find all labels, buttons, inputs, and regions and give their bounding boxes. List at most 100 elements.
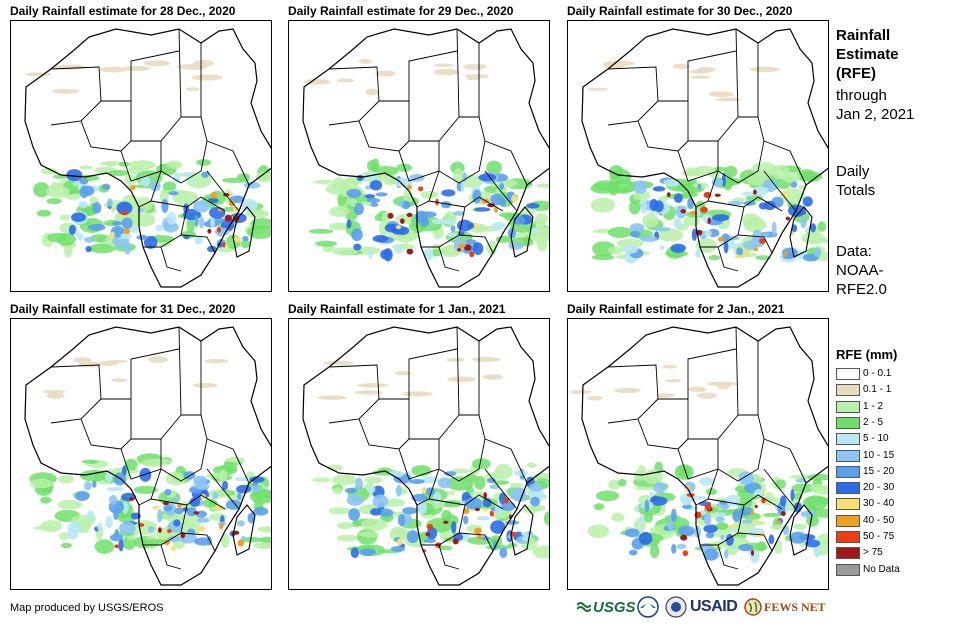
rain-cell <box>739 507 753 516</box>
legend-swatch <box>836 514 860 527</box>
country-border <box>438 414 486 482</box>
rain-cell <box>336 534 358 542</box>
rain-cell <box>111 378 128 383</box>
rain-cell <box>800 217 807 229</box>
rain-cell <box>107 359 128 364</box>
data-source-line: Data: <box>836 243 872 260</box>
rain-cell <box>422 487 427 494</box>
map-frame <box>288 318 550 590</box>
rain-cell <box>83 236 95 243</box>
rain-cell <box>148 458 173 464</box>
rain-cell <box>503 497 510 504</box>
rain-cell <box>46 392 65 399</box>
rain-cell <box>711 177 724 187</box>
rain-cell <box>771 221 777 236</box>
rain-cell <box>805 496 828 505</box>
rain-cell <box>640 200 647 214</box>
rain-cell <box>189 178 195 184</box>
legend-swatch <box>836 400 860 413</box>
rain-cell <box>222 461 237 473</box>
rain-cell <box>116 201 133 215</box>
rain-cell <box>224 214 232 222</box>
rain-cell <box>634 505 640 513</box>
side-title-line: (RFE) <box>836 65 876 82</box>
rain-cell <box>372 234 389 243</box>
rain-cell <box>124 242 132 255</box>
rain-cell <box>653 227 671 232</box>
rain-cell <box>730 528 738 533</box>
rain-cell <box>425 487 436 496</box>
legend-label: 40 - 50 <box>863 514 895 526</box>
rain-cell <box>713 543 717 548</box>
rain-cell <box>216 226 221 233</box>
rain-cell <box>177 63 208 70</box>
legend-label: 15 - 20 <box>863 465 895 477</box>
country-border <box>737 532 773 552</box>
madagascar-outline <box>789 504 813 556</box>
country-border <box>687 101 739 142</box>
map-panel-5: Daily Rainfall estimate for 1 Jan., 2021 <box>288 302 550 590</box>
rain-cell <box>219 523 224 530</box>
noaa-logo <box>637 596 659 618</box>
rain-cell <box>723 241 729 254</box>
rain-cell <box>673 218 682 230</box>
rain-cell <box>389 526 406 543</box>
rain-cell <box>452 538 459 545</box>
rain-cell <box>735 255 743 259</box>
rain-cell <box>162 501 169 506</box>
rain-cell <box>432 491 442 505</box>
rain-cell <box>752 519 758 523</box>
rain-cell <box>697 392 717 399</box>
rain-cell <box>255 171 271 183</box>
country-border <box>438 246 460 272</box>
rain-cell <box>450 225 456 232</box>
side-title-line: Rainfall <box>836 27 891 44</box>
rain-cell <box>607 188 619 194</box>
rain-cell <box>790 489 795 502</box>
rain-cell <box>33 182 50 198</box>
rain-cell <box>672 63 691 69</box>
nasa-like-seal <box>665 596 687 618</box>
rain-cell <box>638 531 653 545</box>
country-border <box>358 120 410 152</box>
rain-cell <box>469 251 475 258</box>
rain-cell <box>680 534 688 541</box>
rain-cell <box>474 507 481 512</box>
country-border <box>458 532 494 552</box>
rain-cell <box>793 523 807 530</box>
country-border <box>735 28 759 118</box>
rain-cell <box>213 492 218 500</box>
side-title-line: Estimate <box>836 46 899 63</box>
rain-cell <box>714 512 727 518</box>
rain-cell <box>775 520 782 524</box>
rain-cell <box>720 534 725 541</box>
rain-cell <box>24 72 52 77</box>
rain-cell <box>316 395 347 400</box>
rain-cell <box>101 183 111 190</box>
rain-cell <box>774 539 783 555</box>
rain-cell <box>407 184 412 190</box>
rain-cell <box>218 469 228 483</box>
rain-cell <box>32 525 58 531</box>
rain-cell <box>110 231 115 239</box>
rain-cell <box>370 508 382 516</box>
country-border <box>421 206 466 248</box>
rain-cell <box>419 218 430 227</box>
rain-cell <box>351 520 361 528</box>
rain-cell <box>446 232 459 238</box>
rain-cell <box>250 485 262 493</box>
rain-cell <box>369 180 383 191</box>
rain-cell <box>509 482 523 488</box>
rain-cell <box>526 202 540 209</box>
rain-cell <box>206 245 217 253</box>
rain-cell <box>79 178 89 185</box>
country-border <box>408 399 460 440</box>
country-border <box>150 196 226 212</box>
rain-cell <box>164 488 172 496</box>
rain-cell <box>781 172 801 183</box>
seal-icon <box>665 596 687 618</box>
totals-line: Daily <box>836 163 870 180</box>
rain-cell <box>74 491 90 501</box>
rain-cell <box>147 526 155 533</box>
rain-cell <box>458 243 466 248</box>
